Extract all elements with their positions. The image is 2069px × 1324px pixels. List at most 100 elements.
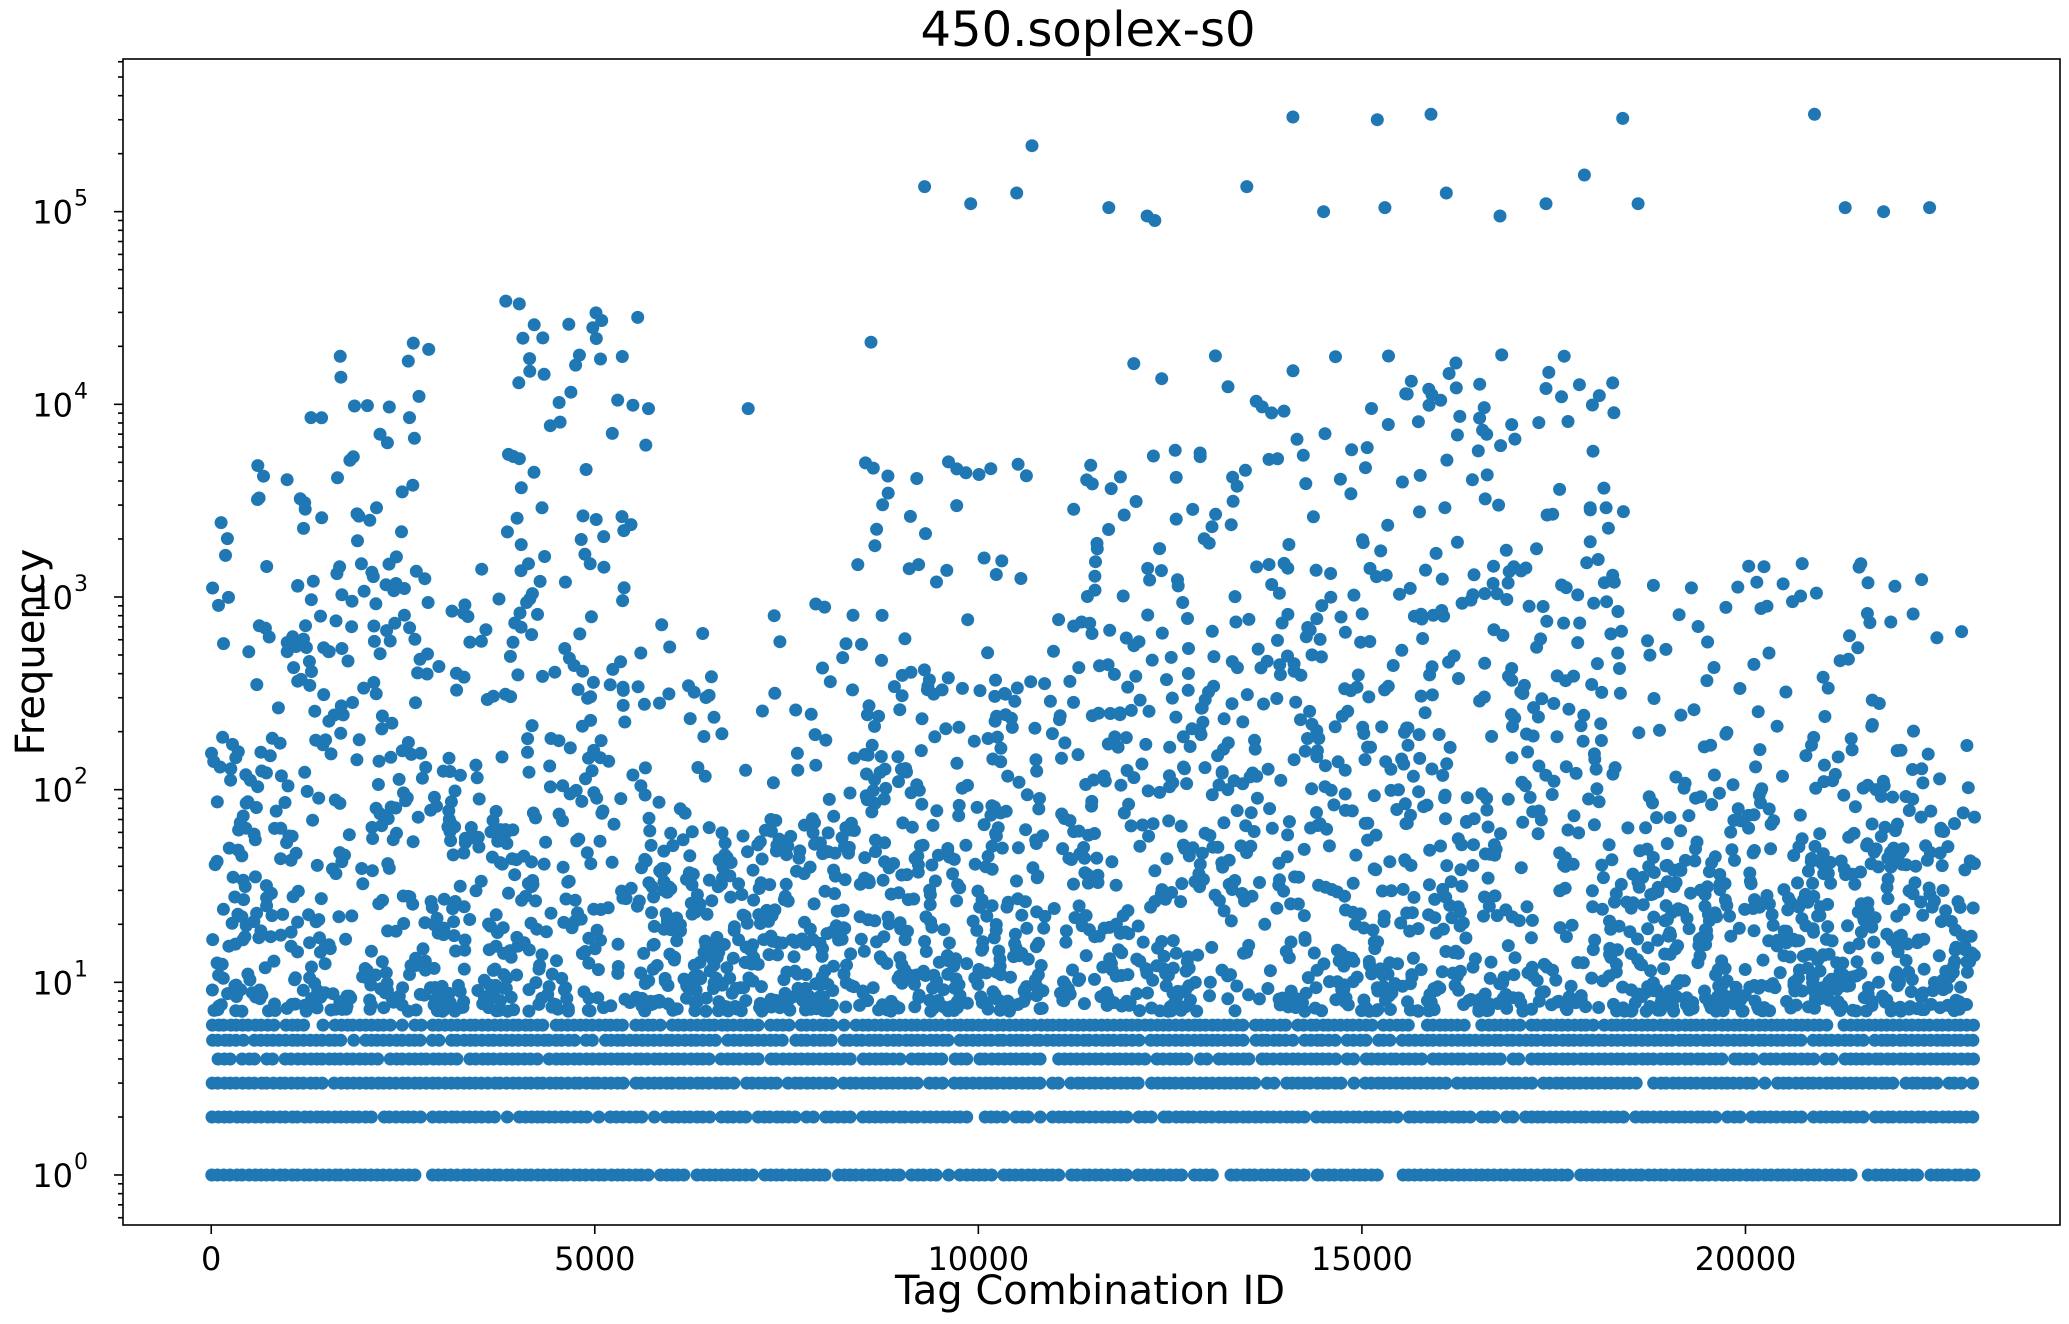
data-point-3912 — [1429, 546, 1443, 560]
data-point-3746 — [1338, 625, 1352, 639]
data-point-3430 — [1592, 795, 1606, 809]
data-point-3806 — [1129, 669, 1143, 683]
data-point-2146 — [578, 945, 592, 958]
data-point-1812 — [369, 687, 383, 701]
data-point-2415 — [647, 890, 661, 904]
data-point-4379 — [1770, 939, 1784, 953]
data-point-3103 — [912, 558, 926, 572]
data-point-793 — [247, 1052, 261, 1066]
data-point-2036 — [457, 962, 471, 976]
data-point-4376 — [1661, 929, 1675, 943]
data-point-3434 — [1198, 693, 1212, 707]
data-point-3041 — [1072, 974, 1085, 987]
data-point-1888 — [389, 924, 403, 938]
data-point-811 — [371, 1052, 385, 1066]
data-point-1988 — [464, 821, 478, 834]
data-point-2350 — [715, 826, 729, 840]
data-point-2594 — [816, 942, 829, 956]
data-point-3533 — [1361, 833, 1375, 847]
data-point-2890 — [930, 804, 944, 818]
data-point-633 — [910, 1076, 924, 1090]
data-point-3930 — [1146, 449, 1160, 463]
data-point-1771 — [293, 492, 307, 506]
data-point-3457 — [1384, 762, 1398, 776]
data-point-2598 — [799, 937, 812, 951]
data-point-3823 — [1401, 721, 1415, 735]
data-point-256 — [1911, 1168, 1924, 1182]
data-point-3001 — [1098, 990, 1111, 1004]
data-point-3805 — [1376, 968, 1390, 982]
data-point-2341 — [658, 974, 672, 988]
data-point-329 — [635, 1110, 649, 1124]
data-point-1502 — [1457, 1018, 1471, 1032]
data-point-3722 — [1436, 882, 1450, 896]
data-point-2308 — [523, 364, 537, 378]
data-point-1123 — [708, 1033, 722, 1047]
data-point-2234 — [618, 715, 632, 729]
data-point-2638 — [766, 776, 780, 790]
data-point-2730 — [875, 653, 888, 667]
data-point-2589 — [835, 932, 849, 946]
data-point-3727 — [1174, 895, 1188, 909]
data-point-3914 — [1505, 418, 1519, 432]
data-point-1991 — [485, 850, 499, 864]
data-point-3887 — [1265, 406, 1279, 420]
data-point-2252 — [561, 1004, 575, 1018]
data-point-2478 — [704, 670, 718, 684]
data-point-3028 — [1097, 769, 1111, 783]
data-point-2742 — [985, 899, 999, 913]
data-point-4210 — [1934, 915, 1948, 928]
data-point-4398 — [1670, 903, 1684, 917]
data-point-4188 — [1689, 791, 1703, 805]
data-point-3042 — [985, 799, 999, 813]
data-point-3709 — [1507, 968, 1521, 982]
data-point-118 — [985, 1168, 999, 1182]
data-point-1662 — [265, 731, 279, 745]
data-point-3561 — [1434, 839, 1447, 853]
data-point-3836 — [1492, 498, 1506, 512]
data-point-2213 — [586, 675, 600, 689]
data-point-2233 — [582, 991, 596, 1005]
data-point-3179 — [1225, 697, 1239, 711]
data-point-4299 — [1946, 966, 1960, 980]
data-point-1757 — [297, 521, 310, 535]
data-point-3628 — [1447, 649, 1461, 663]
data-point-1748 — [284, 853, 298, 867]
data-point-3969 — [1791, 876, 1804, 890]
data-point-3963 — [1724, 825, 1738, 839]
data-point-3412 — [1176, 596, 1190, 609]
data-point-3348 — [1203, 989, 1216, 1003]
data-point-3614 — [1401, 995, 1414, 1009]
data-point-2500 — [642, 811, 656, 825]
data-point-2695 — [877, 792, 891, 806]
data-point-4438 — [1747, 808, 1761, 822]
data-point-1604 — [210, 854, 224, 868]
data-point-1638 — [219, 548, 232, 562]
data-point-3269 — [1436, 922, 1450, 936]
y-tick-label-4: 10 — [32, 386, 73, 424]
data-point-3339 — [1594, 717, 1608, 731]
data-point-3478 — [1520, 900, 1534, 914]
data-point-1967 — [458, 943, 472, 957]
data-point-1819 — [342, 828, 356, 842]
data-point-2906 — [1091, 876, 1105, 889]
data-point-3411 — [1432, 728, 1446, 741]
data-point-4388 — [1846, 867, 1859, 881]
data-point-2498 — [683, 712, 697, 726]
data-point-4432 — [1934, 824, 1948, 838]
data-point-3950 — [1663, 811, 1677, 824]
data-point-2960 — [900, 765, 913, 779]
data-point-3897 — [1449, 381, 1463, 395]
data-point-3622 — [1435, 572, 1449, 586]
data-point-4173 — [1961, 781, 1975, 795]
data-point-3078 — [917, 663, 931, 677]
data-point-3575 — [1587, 747, 1601, 761]
data-point-3971 — [1924, 804, 1938, 818]
data-point-1597 — [212, 968, 226, 982]
data-point-1684 — [276, 907, 290, 921]
x-tick-label-0: 0 — [201, 1240, 221, 1278]
data-point-1853 — [324, 747, 338, 761]
data-point-3544 — [1358, 753, 1372, 767]
data-point-2982 — [1112, 943, 1125, 957]
data-point-2784 — [988, 689, 1002, 703]
